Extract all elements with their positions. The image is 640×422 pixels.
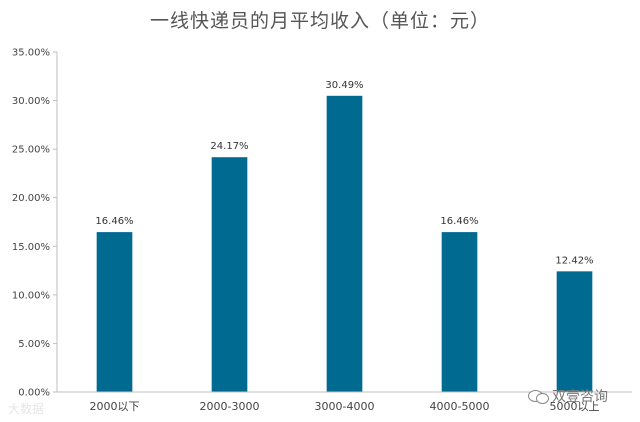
- y-tick-label: 0.00%: [18, 388, 50, 399]
- data-label: 24.17%: [210, 141, 248, 152]
- bar: [326, 95, 363, 392]
- bar: [441, 232, 478, 392]
- bars: 16.46% 24.17% 30.49% 16.46% 12.42%: [95, 80, 594, 392]
- bar: [556, 271, 593, 392]
- y-tick-label: 5.00%: [18, 339, 50, 350]
- watermark-right-text: 双壹咨询: [552, 389, 608, 405]
- x-tick-label: 4000-5000: [430, 400, 490, 413]
- y-tick-label: 25.00%: [12, 145, 50, 156]
- data-label: 12.42%: [555, 255, 593, 266]
- watermark-right: 双壹咨询: [528, 386, 608, 406]
- y-tick-label: 10.00%: [12, 290, 50, 301]
- x-tick-label: 2000以下: [90, 400, 140, 413]
- wechat-icon: [528, 389, 549, 404]
- watermark-left-text: 大数据: [8, 402, 45, 416]
- y-tick-label: 20.00%: [12, 193, 50, 204]
- bar: [211, 157, 248, 392]
- data-label: 16.46%: [95, 216, 133, 227]
- y-tick-label: 35.00%: [12, 48, 50, 59]
- data-label: 16.46%: [440, 216, 478, 227]
- watermark-left: 大数据: [8, 400, 44, 417]
- chart-title: 一线快递员的月平均收入（单位：元）: [149, 10, 490, 32]
- data-label: 30.49%: [325, 80, 363, 91]
- y-tick-label: 30.00%: [12, 96, 50, 107]
- x-axis: 2000以下 2000-3000 3000-4000 4000-5000 5000以上: [57, 391, 632, 413]
- y-tick-label: 15.00%: [12, 242, 50, 253]
- x-tick-label: 5000以上: [550, 400, 600, 413]
- y-axis: 0.00% 5.00% 10.00% 15.00% 20.00% 25.00% 30.00%…: [12, 48, 58, 399]
- bar: [96, 232, 133, 392]
- x-tick-label: 2000-3000: [200, 400, 260, 413]
- x-tick-label: 3000-4000: [315, 400, 375, 413]
